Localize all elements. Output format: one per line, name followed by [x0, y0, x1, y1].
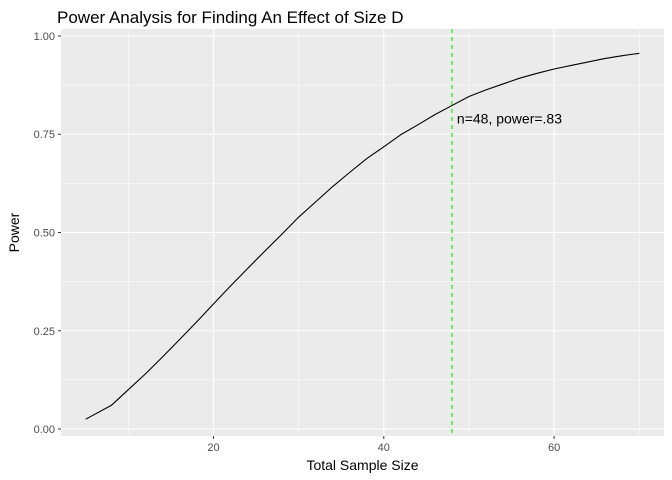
- y-tick-label: 0.00: [34, 424, 55, 436]
- y-tick-label: 0.25: [34, 326, 55, 338]
- series-layer: [85, 52, 640, 420]
- y-axis-ticks: 0.00 0.25 0.50 0.75 1.00: [34, 31, 61, 436]
- y-axis-title: Power: [6, 212, 22, 252]
- chart-title: Power Analysis for Finding An Effect of …: [57, 8, 403, 27]
- x-tick-label: 40: [378, 442, 390, 454]
- y-tick-label: 1.00: [34, 31, 55, 43]
- x-axis-ticks: 20 40 60: [207, 436, 560, 454]
- major-gridlines: [61, 29, 664, 436]
- y-tick-label: 0.50: [34, 228, 55, 240]
- x-tick-label: 60: [548, 442, 560, 454]
- power-curve-line: [85, 52, 640, 420]
- x-axis-title: Total Sample Size: [306, 457, 418, 473]
- x-tick-label: 20: [207, 442, 219, 454]
- annotation-label: n=48, power=.83: [457, 111, 562, 127]
- y-tick-label: 0.75: [34, 129, 55, 141]
